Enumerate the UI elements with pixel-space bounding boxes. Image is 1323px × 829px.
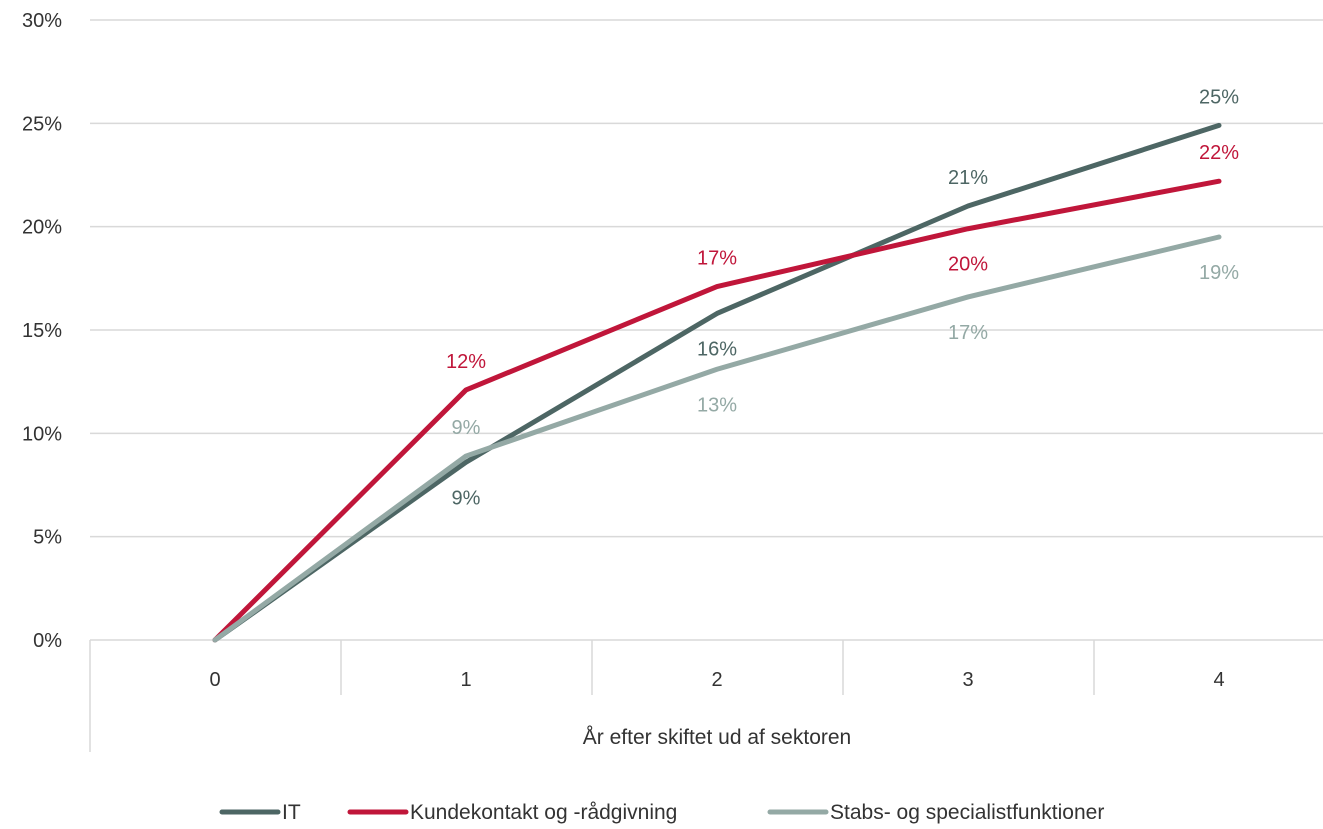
data-label: 12% xyxy=(446,351,486,373)
x-axis-title: År efter skiftet ud af sektoren xyxy=(583,726,851,749)
data-label: 25% xyxy=(1199,86,1239,108)
series-line xyxy=(212,234,1222,643)
y-tick-label: 15% xyxy=(22,320,62,342)
legend: IT Kundekontakt og -rådgivning Stabs- og s… xyxy=(219,801,1104,824)
y-tick-label: 20% xyxy=(22,217,62,239)
data-label: 13% xyxy=(697,394,737,416)
y-tick-label: 25% xyxy=(22,113,62,135)
legend-label: Stabs- og specialistfunktioner xyxy=(830,801,1104,824)
x-tick-label: 4 xyxy=(1213,669,1224,691)
series-line xyxy=(212,122,1222,643)
legend-label: Kundekontakt og -rådgivning xyxy=(410,801,677,824)
y-axis: 0% 5% 10% 15% 20% 25% 30% xyxy=(22,10,62,652)
y-tick-label: 10% xyxy=(22,423,62,445)
y-tick-label: 5% xyxy=(33,527,62,549)
data-labels: 9% 16% 21% 25% 12% 17% 20% 22% 9% 13% 17% 19% xyxy=(446,86,1239,509)
y-tick-label: 30% xyxy=(22,10,62,32)
data-label: 17% xyxy=(697,248,737,270)
x-tick-label: 2 xyxy=(711,669,722,691)
series-line xyxy=(212,178,1222,643)
legend-label: IT xyxy=(282,801,301,824)
data-label: 21% xyxy=(948,167,988,189)
data-label: 20% xyxy=(948,254,988,276)
y-tick-label: 0% xyxy=(33,630,62,652)
data-label: 19% xyxy=(1199,262,1239,284)
data-label: 9% xyxy=(452,487,481,509)
data-label: 9% xyxy=(452,417,481,439)
x-tick-label: 3 xyxy=(962,669,973,691)
gridlines xyxy=(90,19,1323,641)
data-label: 22% xyxy=(1199,142,1239,164)
series xyxy=(212,122,1222,643)
x-tick-label: 0 xyxy=(209,669,220,691)
data-label: 17% xyxy=(948,322,988,344)
x-tick-label: 1 xyxy=(460,669,471,691)
data-label: 16% xyxy=(697,338,737,360)
x-axis: År efter skiftet ud af sektoren 0 1 2 3 4 xyxy=(89,640,1225,752)
